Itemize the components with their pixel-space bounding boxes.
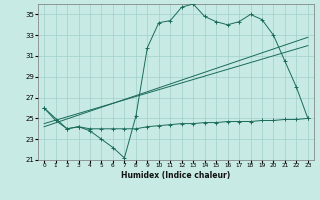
X-axis label: Humidex (Indice chaleur): Humidex (Indice chaleur) [121, 171, 231, 180]
